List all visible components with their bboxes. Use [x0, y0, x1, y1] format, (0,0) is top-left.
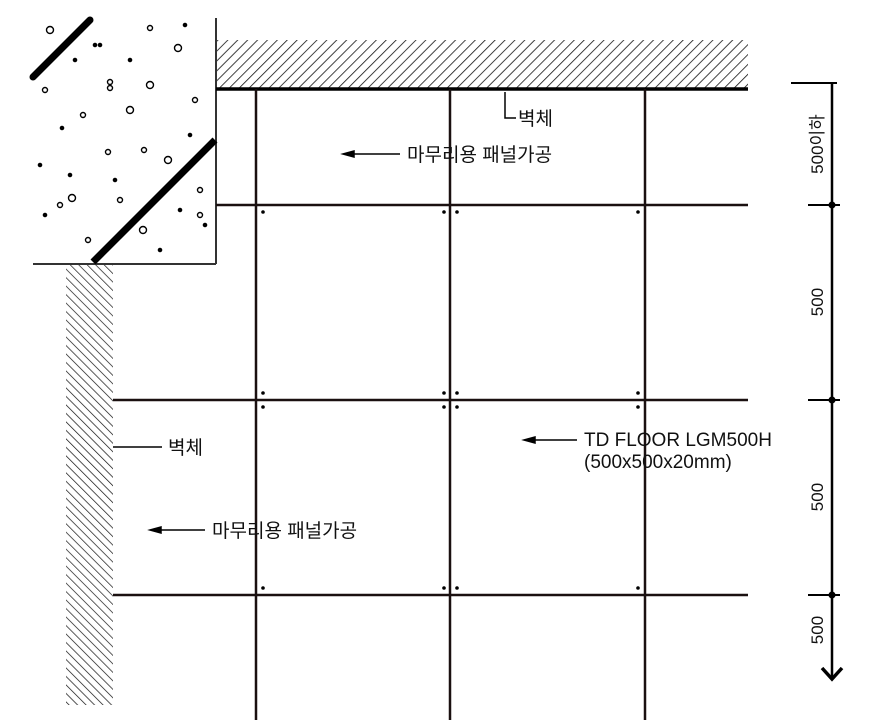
top-wall-hatch — [217, 40, 748, 88]
dimension-label: 500 — [808, 288, 827, 316]
pedestal-dot — [261, 405, 265, 409]
floor-product-size: (500x500x20mm) — [584, 452, 732, 473]
pedestal-dot — [261, 586, 265, 590]
wall-label-top: 벽체 — [518, 108, 553, 130]
annotations — [113, 92, 577, 534]
floor-product-label: TD FLOOR LGM500H — [584, 430, 772, 451]
wall-label-left: 벽체 — [168, 437, 203, 459]
pedestal-dot — [261, 391, 265, 395]
dimension-label: 500 — [808, 616, 827, 644]
pedestal-dot — [261, 210, 265, 214]
pedestal-dot — [636, 586, 640, 590]
pedestal-dot — [455, 391, 459, 395]
concrete-column — [29, 16, 218, 265]
pedestal-dot — [442, 210, 446, 214]
finish-panel-label-left: 마무리용 패널가공 — [212, 520, 357, 542]
pedestal-dot — [442, 391, 446, 395]
left-wall-hatch — [66, 265, 113, 705]
pedestal-dot — [636, 405, 640, 409]
dimension-label: 500 — [808, 483, 827, 511]
dimension-line — [791, 82, 844, 682]
pedestal-dot — [442, 586, 446, 590]
pedestal-dot — [455, 210, 459, 214]
pedestal-dot — [442, 405, 446, 409]
finish-panel-label-top: 마무리용 패널가공 — [407, 144, 552, 166]
panel-grid — [113, 89, 748, 720]
dimension-label: 500이하 — [808, 114, 827, 174]
pedestal-dots — [261, 210, 640, 590]
pedestal-dot — [636, 210, 640, 214]
pedestal-dot — [636, 391, 640, 395]
pedestal-dot — [455, 405, 459, 409]
pedestal-dot — [455, 586, 459, 590]
